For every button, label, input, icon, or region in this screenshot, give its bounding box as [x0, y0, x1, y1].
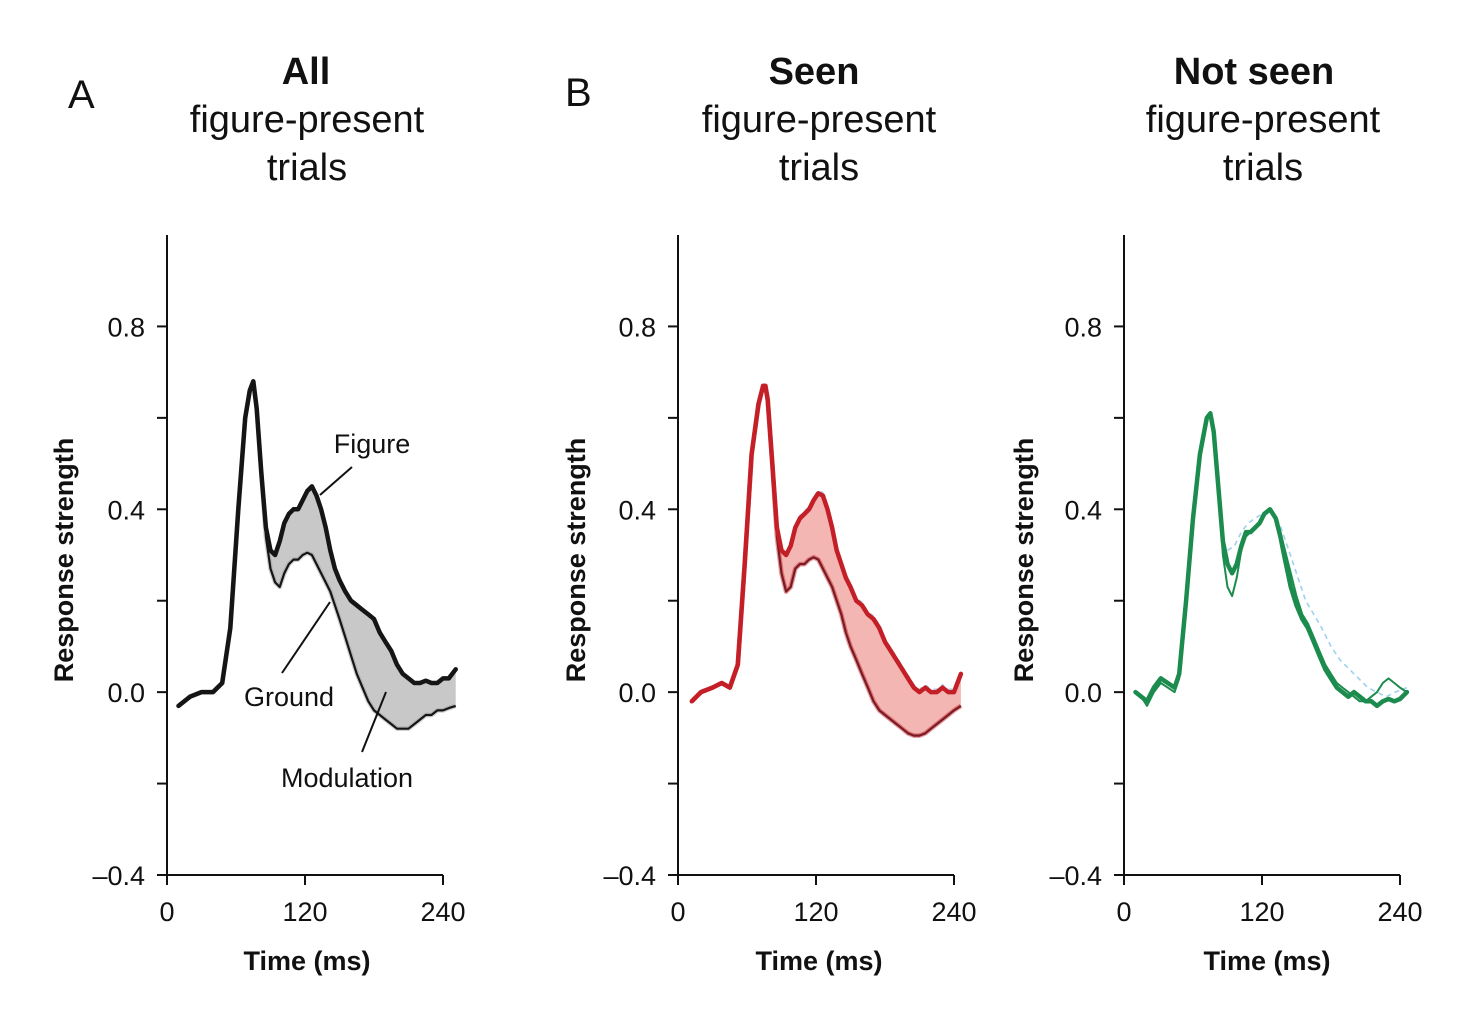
panel-title: Seen [769, 51, 860, 93]
x-tick-label: 120 [1239, 897, 1284, 927]
panel-subtitle-line-1: figure-present [190, 99, 425, 141]
modulation-fill [178, 381, 456, 729]
panel-subtitle-line-2: trials [779, 147, 859, 189]
x-axis-label: Time (ms) [243, 946, 370, 976]
panel-subtitle-line-2: trials [267, 147, 347, 189]
panel-letter-a: A [68, 73, 95, 117]
y-tick-label: 0.8 [618, 312, 656, 342]
panel-subtitle-line-1: figure-present [702, 99, 937, 141]
series-figure-line [689, 383, 964, 704]
y-tick-label: 0.0 [1064, 678, 1102, 708]
x-tick-label: 120 [282, 897, 327, 927]
y-axis-label: Response strength [1009, 438, 1039, 683]
x-tick-label: 0 [1116, 897, 1131, 927]
annotation-modulation-pointer [361, 691, 387, 753]
x-tick-label: 120 [793, 897, 838, 927]
y-tick-label: 0.4 [618, 495, 656, 525]
x-axis-label: Time (ms) [755, 946, 882, 976]
annotation-ground-pointer [281, 601, 331, 674]
panel-title: All [282, 51, 331, 93]
panel-seen: Seen figure-present trials Time (ms) Res… [561, 51, 977, 976]
panel-title: Not seen [1174, 51, 1334, 93]
x-tick-label: 0 [159, 897, 174, 927]
panel-all: All figure-present trials Time (ms) Resp… [49, 51, 466, 976]
y-tick-label: –0.4 [603, 861, 656, 891]
annotation-figure-pointer [319, 466, 353, 496]
series-figure-line [176, 379, 458, 709]
series-ground-line [1134, 412, 1408, 707]
x-tick-label: 240 [420, 897, 465, 927]
y-axis-label: Response strength [561, 438, 591, 683]
x-tick-label: 0 [670, 897, 685, 927]
y-tick-label: 0.8 [107, 312, 145, 342]
y-tick-label: 0.0 [618, 678, 656, 708]
x-tick-label: 240 [1377, 897, 1422, 927]
y-tick-label: 0.4 [1064, 495, 1102, 525]
y-tick-label: –0.4 [92, 861, 145, 891]
annotation-ground: Ground [244, 682, 334, 712]
series-figure-line [1133, 411, 1410, 709]
series-reference-line [1227, 508, 1408, 698]
y-tick-label: 0.8 [1064, 312, 1102, 342]
panel-not-seen: Not seen figure-present trials Time (ms)… [1009, 51, 1423, 976]
y-axis-label: Response strength [49, 438, 79, 683]
annotation-figure: Figure [334, 429, 411, 459]
y-tick-label: 0.4 [107, 495, 145, 525]
annotation-modulation: Modulation [281, 763, 413, 793]
y-tick-label: 0.0 [107, 678, 145, 708]
panel-subtitle-line-1: figure-present [1146, 99, 1381, 141]
modulation-fill [691, 385, 961, 736]
panel-subtitle-line-2: trials [1223, 147, 1303, 189]
y-tick-label: –0.4 [1049, 861, 1102, 891]
x-axis-label: Time (ms) [1203, 946, 1330, 976]
x-tick-label: 240 [931, 897, 976, 927]
panel-letter-b: B [565, 71, 592, 115]
